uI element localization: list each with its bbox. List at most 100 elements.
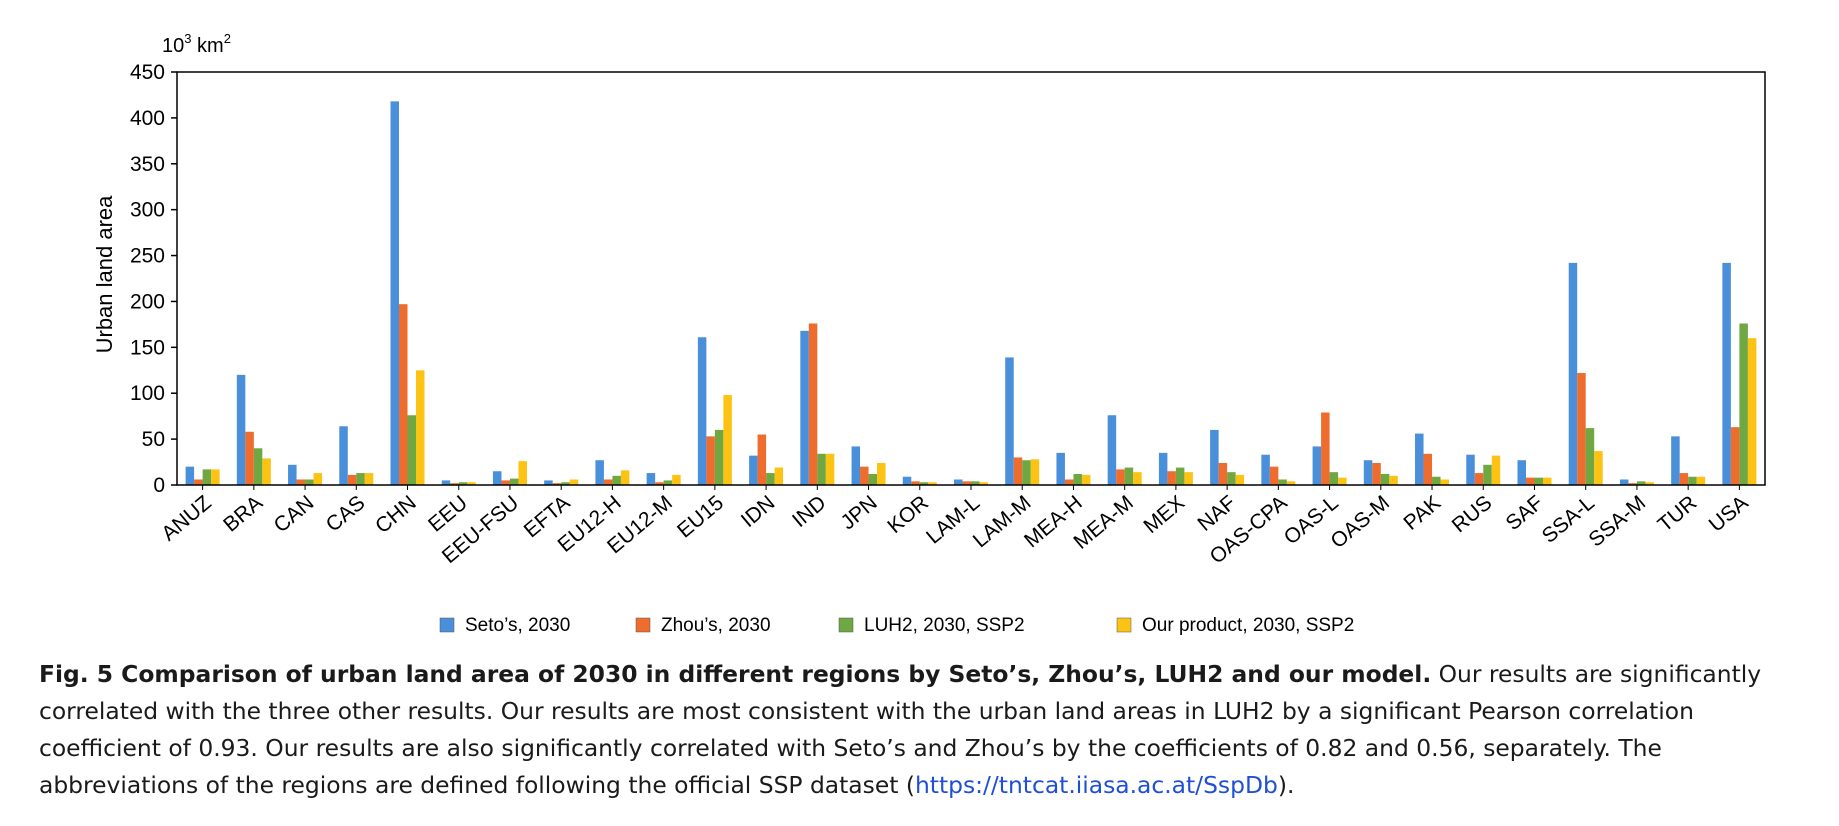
bar — [603, 479, 613, 485]
bar — [1440, 479, 1450, 485]
caption-title: Fig. 5 Comparison of urban land area of … — [39, 660, 1432, 688]
bar — [1235, 474, 1245, 485]
bar — [569, 479, 579, 485]
bar — [202, 469, 212, 485]
bar — [1175, 467, 1185, 485]
bar — [313, 473, 323, 485]
bar — [800, 330, 809, 485]
bar — [544, 480, 553, 485]
bar — [962, 481, 971, 485]
bar — [1619, 479, 1629, 485]
bar — [416, 370, 425, 485]
bar — [552, 483, 562, 485]
bar — [1415, 433, 1424, 485]
bar — [1628, 483, 1637, 485]
bar — [518, 461, 527, 485]
bar — [1585, 428, 1595, 485]
bar — [971, 481, 980, 485]
bar — [928, 482, 937, 485]
bar — [1380, 473, 1390, 485]
legend-swatch — [1116, 617, 1132, 633]
bar — [1568, 262, 1578, 485]
y-tick-label: 300 — [130, 199, 165, 222]
bar — [620, 470, 630, 485]
bar — [245, 431, 254, 485]
caption-end: ). — [1277, 771, 1295, 799]
bar — [954, 479, 963, 485]
bar — [305, 479, 314, 485]
bar — [1747, 338, 1757, 485]
bar — [288, 464, 297, 485]
x-tick-label: ANUZ — [157, 491, 216, 545]
bar — [1013, 457, 1023, 485]
bar — [877, 462, 886, 485]
legend-label: Our product, 2030, SSP2 — [1142, 615, 1354, 636]
y-tick-label: 250 — [130, 245, 165, 268]
bar — [364, 473, 374, 485]
bar — [1730, 427, 1740, 485]
bar — [1679, 473, 1689, 485]
bar — [441, 480, 451, 485]
bar — [467, 482, 476, 485]
bar — [1432, 476, 1441, 485]
x-tick-label: OAS-M — [1326, 491, 1394, 553]
bar — [1210, 429, 1219, 485]
bar — [1372, 462, 1381, 485]
bar — [911, 481, 920, 485]
bar — [1278, 479, 1287, 485]
bar — [868, 473, 878, 485]
x-tick-label: CAS — [322, 491, 370, 536]
bar — [979, 482, 988, 485]
y-tick-label: 400 — [130, 107, 165, 130]
bar — [262, 458, 271, 485]
bar — [1329, 472, 1339, 485]
bar — [1030, 459, 1040, 485]
x-tick-label: PAK — [1399, 491, 1445, 535]
bar — [902, 476, 912, 485]
bar — [1466, 454, 1475, 485]
bar — [1321, 412, 1330, 485]
x-tick-label: BRA — [219, 491, 267, 536]
legend-swatch — [635, 617, 651, 633]
y-tick-label: 0 — [153, 474, 165, 497]
x-tick-label: RUS — [1448, 491, 1497, 537]
bar — [1133, 472, 1142, 485]
bar — [1739, 323, 1748, 485]
bar — [1671, 436, 1680, 485]
bar — [1064, 479, 1074, 485]
bar — [253, 448, 263, 485]
bar — [1474, 473, 1484, 485]
y-unit-label: 103 km2 — [162, 31, 231, 57]
y-tick-label: 350 — [130, 153, 165, 176]
legend-label: Seto’s, 2030 — [465, 615, 570, 636]
legend-label: LUH2, 2030, SSP2 — [864, 615, 1025, 636]
bar — [851, 446, 861, 485]
bar — [450, 483, 459, 485]
bar — [757, 434, 767, 485]
bar — [1534, 477, 1543, 485]
legend-swatch — [838, 617, 854, 633]
bar — [211, 469, 220, 485]
x-tick-label: USA — [1705, 491, 1753, 536]
bar — [697, 337, 707, 485]
bar — [825, 453, 835, 485]
y-tick-label: 100 — [130, 382, 165, 405]
legend-swatch — [439, 617, 455, 633]
bar — [1218, 462, 1228, 485]
x-axis: ANUZ BRA CAN CAS CHN EEUEEU-FSUEFTAEU12-HEU12… — [157, 485, 1753, 569]
bar — [347, 474, 357, 485]
bar — [612, 475, 621, 485]
x-tick-label: CHN — [371, 491, 421, 538]
bar — [766, 473, 775, 485]
bar — [1696, 476, 1706, 485]
bar — [1107, 415, 1117, 485]
bar — [1542, 477, 1552, 485]
x-tick-label: MEX — [1139, 491, 1189, 538]
bar — [458, 482, 468, 485]
caption-link[interactable]: https://tntcat.iiasa.ac.at/SspDb — [914, 771, 1278, 799]
bar — [1389, 475, 1398, 485]
x-tick-label: EU15 — [673, 491, 728, 542]
y-tick-label: 200 — [130, 290, 165, 313]
x-tick-label: LAM-M — [969, 491, 1036, 552]
bar — [236, 374, 246, 485]
